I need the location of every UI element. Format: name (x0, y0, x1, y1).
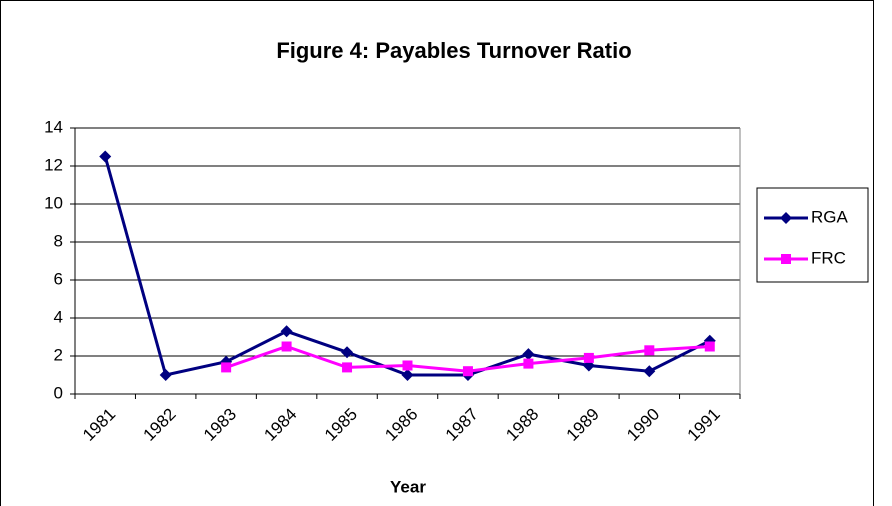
y-tick-label: 14 (44, 117, 63, 136)
data-point (704, 341, 715, 352)
data-point (99, 150, 112, 163)
data-point (644, 345, 655, 356)
data-point (281, 341, 292, 352)
y-tick-label: 8 (54, 231, 63, 250)
data-point (402, 360, 413, 371)
legend-marker (781, 254, 791, 264)
data-point (280, 325, 293, 338)
y-tick-label: 6 (54, 269, 63, 288)
y-tick-label: 2 (54, 345, 63, 364)
y-tick-label: 0 (54, 383, 63, 402)
y-tick-label: 10 (44, 193, 63, 212)
data-point (522, 348, 535, 361)
y-tick-label: 4 (54, 307, 63, 326)
data-point (159, 369, 172, 381)
x-axis-title: Year (390, 477, 426, 496)
data-point (643, 365, 656, 378)
y-tick-label: 12 (44, 155, 63, 174)
data-point (342, 362, 353, 373)
chart-frame (0, 0, 874, 506)
legend-marker (780, 212, 792, 224)
chart-title: Figure 4: Payables Turnover Ratio (276, 38, 631, 63)
data-point (341, 346, 354, 359)
legend-box (756, 187, 869, 283)
data-point (583, 352, 594, 363)
legend-label: RGA (811, 207, 849, 226)
data-point (523, 358, 534, 369)
data-point (221, 362, 232, 373)
data-point (462, 366, 473, 377)
legend-label: FRC (811, 248, 846, 267)
data-point (401, 369, 414, 381)
